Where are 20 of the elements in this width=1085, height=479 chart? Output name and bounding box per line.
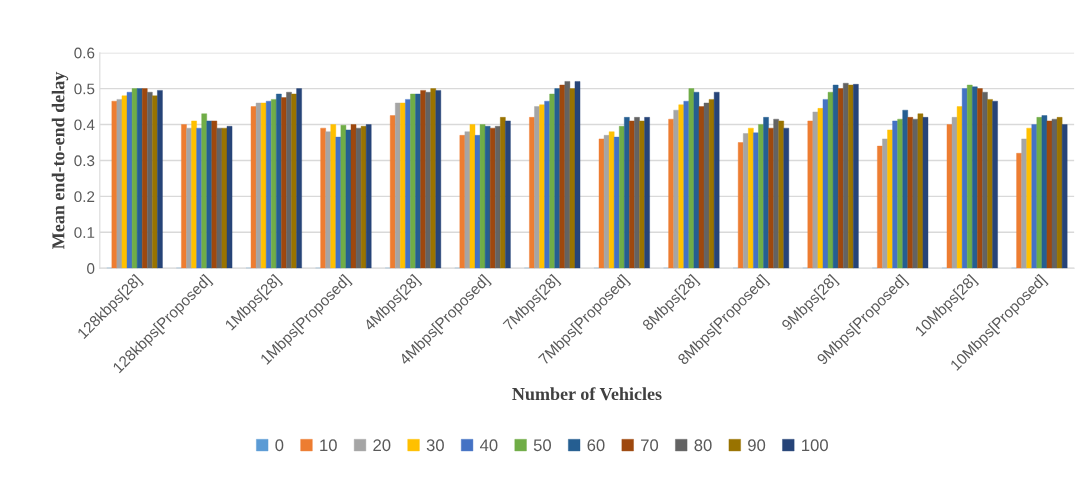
y-tick-label: 0.2 (74, 191, 95, 203)
legend-label: 30 (426, 439, 444, 452)
x-axis-title: Number of Vehicles (512, 387, 662, 401)
y-axis-title: Mean end-to-end delay (51, 71, 69, 249)
legend-label: 80 (694, 439, 712, 452)
legend-label: 50 (533, 439, 552, 452)
legend-label: 70 (641, 439, 659, 452)
y-tick-label: 0.6 (74, 47, 95, 59)
y-tick-label: 0.5 (74, 83, 95, 95)
y-tick-label: 0 (87, 263, 95, 274)
legend-label: 0 (275, 439, 284, 452)
legend-label: 10 (320, 439, 337, 452)
legend-label: 90 (748, 439, 766, 452)
legend-label: 60 (587, 439, 605, 452)
y-tick-label: 0.3 (74, 155, 95, 167)
legend-label: 40 (479, 439, 498, 452)
y-tick-label: 0.4 (74, 119, 95, 131)
legend-label: 100 (802, 439, 828, 452)
y-tick-label: 0.1 (74, 227, 95, 238)
legend-label: 20 (373, 439, 391, 452)
